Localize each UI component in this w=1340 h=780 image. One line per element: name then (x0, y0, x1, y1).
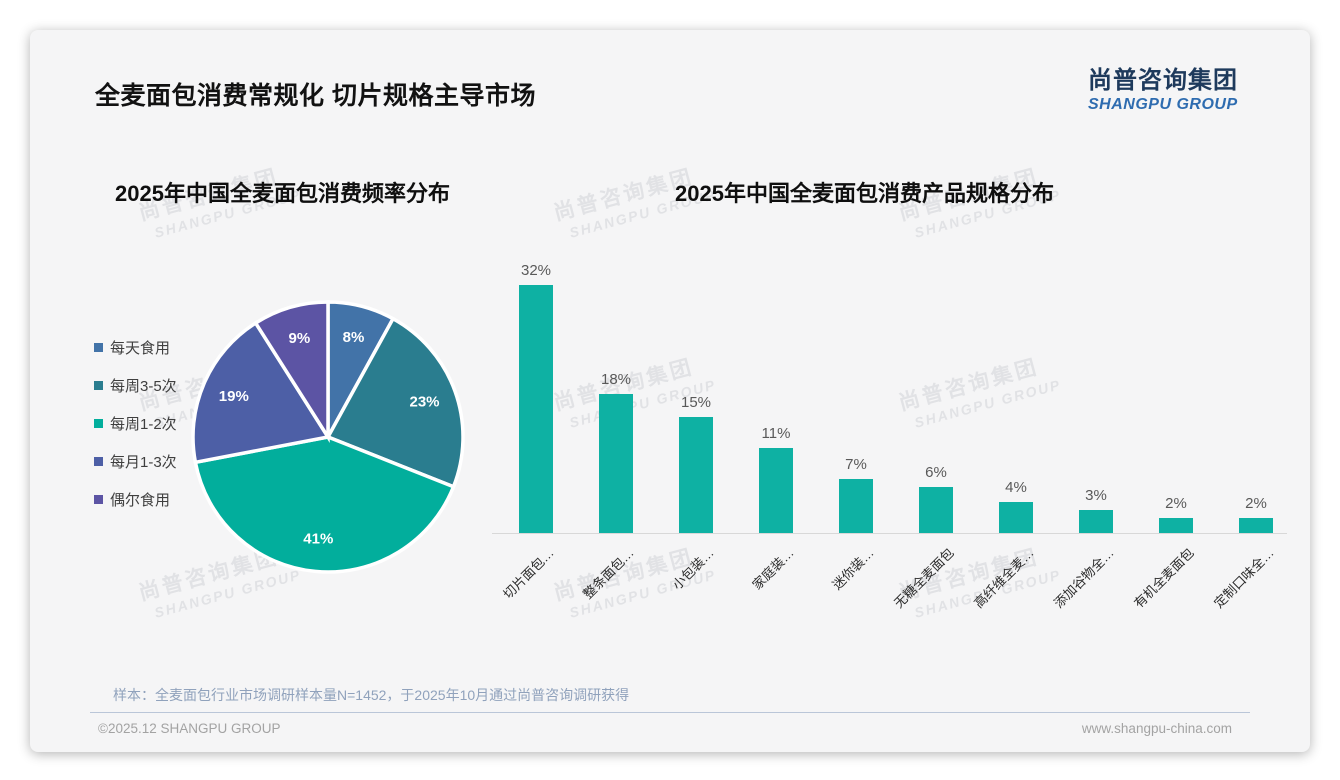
legend-item: 每天食用 (94, 337, 177, 357)
bar (919, 486, 953, 533)
bar-category-label: 整条面包… (580, 545, 637, 602)
pie-slice-label: 41% (303, 531, 333, 548)
legend-marker-icon (94, 418, 103, 428)
legend-marker-icon (94, 380, 103, 390)
slide-card: 尚普咨询集团 SHANGPU GROUP 尚普咨询集团 SHANGPU GROUP 尚普… (30, 30, 1310, 752)
bar-category-label: 小包装… (669, 545, 717, 593)
pie-chart: 8% 23% 41% 19% 9% (191, 300, 465, 574)
legend-label: 每天食用 (110, 339, 171, 357)
bar-category-label: 有机全麦面包 (1130, 545, 1197, 611)
bar-value-label: 6% (925, 463, 947, 481)
bar-value-label: 2% (1245, 494, 1267, 512)
pie-slice-label: 8% (343, 329, 365, 346)
legend-label: 偶尔食用 (110, 491, 171, 509)
bar (519, 285, 553, 533)
bar-value-label: 11% (761, 424, 791, 442)
bar (759, 447, 793, 534)
bar-value-label: 18% (600, 370, 632, 388)
pie-legend: 每天食用每周3-5次 每周1-2次 每月1-3次 偶尔食用 (94, 337, 177, 509)
bar (1159, 517, 1193, 533)
pie-slice (191, 320, 331, 465)
pie-slice (253, 300, 330, 444)
legend-item: 每周3-5次 (94, 375, 177, 395)
slide-title: 全麦面包消费常规化 切片规格主导市场 (95, 82, 536, 110)
legend-label: 每周1-2次 (110, 415, 177, 433)
bar-category-label: 添加谷物全… (1050, 545, 1117, 611)
bar-category-label: 切片面包… (500, 545, 557, 602)
logo-chinese-name: 尚普咨询集团 (1088, 67, 1238, 94)
bar-category-label: 家庭装… (749, 545, 797, 593)
bar-category-label: 定制口味全… (1210, 545, 1277, 611)
legend-item: 每月1-3次 (94, 451, 177, 471)
pie-chart-title: 2025年中国全麦面包消费频率分布 (115, 181, 450, 206)
logo-english-name: SHANGPU GROUP (1088, 96, 1238, 113)
bar-value-label: 15% (680, 393, 712, 411)
bar (1079, 509, 1113, 534)
bar-value-label: 7% (845, 455, 867, 473)
pie-slice (325, 316, 465, 489)
footer-divider (90, 712, 1250, 713)
company-logo: 尚普咨询集团 SHANGPU GROUP (1088, 60, 1238, 114)
bar (679, 416, 713, 534)
legend-label: 每周3-5次 (110, 377, 177, 395)
bar-chart: 32% 切片面包… 18% 整条面包… 15% 小包装… 11% 家庭装… 7% 迷你装… 6% 无糖… (30, 30, 1310, 752)
x-axis-line (492, 533, 1287, 534)
copyright-text: ©2025.12 SHANGPU GROUP (98, 721, 281, 736)
pie-slice-label: 19% (219, 388, 249, 405)
legend-label: 每月1-3次 (110, 453, 177, 471)
legend-item: 偶尔食用 (94, 489, 177, 509)
legend-marker-icon (94, 494, 103, 504)
website-url: www.shangpu-china.com (1081, 721, 1232, 736)
pie-slice-label: 9% (289, 330, 311, 347)
legend-marker-icon (94, 342, 103, 352)
bar-category-label: 高纤维全麦… (970, 545, 1037, 611)
pie-slice-label: 23% (409, 394, 439, 411)
pie-slice (193, 435, 456, 574)
bar (599, 393, 633, 533)
bar (999, 502, 1033, 533)
bar-value-label: 32% (520, 262, 552, 279)
bar-category-label: 迷你装… (829, 545, 877, 593)
bar-chart-title: 2025年中国全麦面包消费产品规格分布 (675, 181, 1054, 206)
bar-category-label: 无糖全麦面包 (890, 545, 957, 611)
bar-value-label: 4% (1005, 479, 1027, 496)
legend-marker-icon (94, 456, 103, 466)
sample-footnote: 样本：全麦面包行业市场调研样本量N=1452，于2025年10月通过尚普咨询调研… (113, 687, 630, 703)
bar-value-label: 2% (1165, 494, 1187, 512)
bar (839, 478, 873, 534)
bar (1239, 517, 1273, 533)
bar-value-label: 3% (1085, 486, 1107, 504)
legend-item: 每周1-2次 (94, 413, 177, 433)
